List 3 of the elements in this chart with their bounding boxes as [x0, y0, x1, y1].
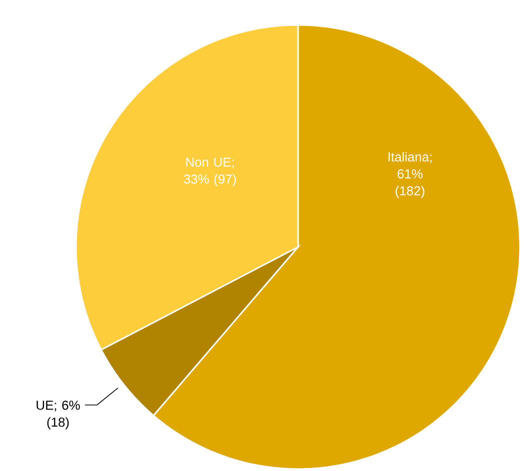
data-label: Non UE; 33% (97) — [184, 158, 236, 186]
data-label: UE; 6% (18) — [36, 400, 80, 430]
data-label: Italiana; 61% (182) — [388, 152, 432, 198]
